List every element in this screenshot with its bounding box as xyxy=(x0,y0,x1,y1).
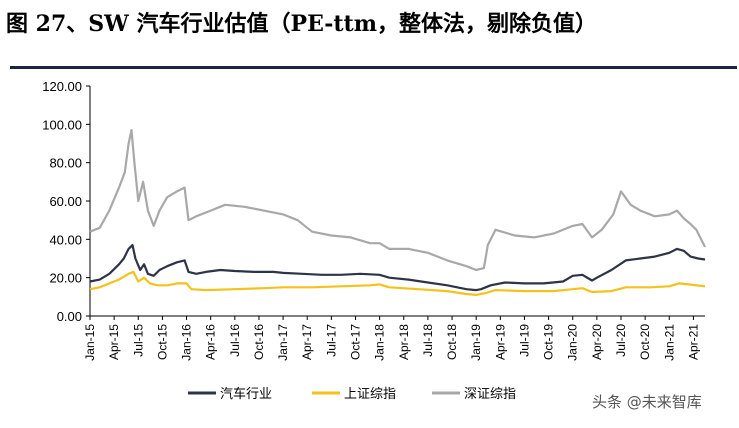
x-tick-label: Apr-15 xyxy=(107,324,121,360)
x-tick-label: Apr-16 xyxy=(204,324,218,360)
y-tick-label: 80.00 xyxy=(49,156,82,171)
y-axis: 0.00 20.00 40.00 60.00 80.00 100.00 120.00 xyxy=(42,79,91,324)
x-tick-label: Apr-18 xyxy=(397,324,411,360)
x-tick-label: Jan-17 xyxy=(276,324,290,361)
legend-label: 上证综指 xyxy=(344,387,396,402)
x-tick-label: Oct-15 xyxy=(155,324,169,360)
y-tick-label: 20.00 xyxy=(49,271,82,286)
legend: 汽车行业 上证综指 深证综指 xyxy=(188,386,516,402)
x-tick-label: Jan-19 xyxy=(469,324,483,361)
x-tick-label: Apr-17 xyxy=(300,324,314,360)
x-tick-label: Jan-21 xyxy=(662,324,676,361)
x-tick-label: Jan-20 xyxy=(566,324,580,361)
y-tick-label: 60.00 xyxy=(49,194,82,209)
x-tick-label: Jul-19 xyxy=(517,324,531,357)
figure-title: 图 27、SW 汽车行业估值（PE-ttm，整体法，剔除负值） xyxy=(6,11,597,37)
y-tick-label: 40.00 xyxy=(49,232,82,247)
x-tick-label: Apr-19 xyxy=(493,324,507,360)
x-tick-label: Jan-16 xyxy=(180,324,194,361)
x-tick-label: Jul-20 xyxy=(614,324,628,357)
x-tick-label: Oct-16 xyxy=(252,324,266,360)
series-line xyxy=(89,270,706,296)
y-tick-label: 120.00 xyxy=(42,79,82,94)
x-tick-label: Jul-17 xyxy=(324,324,338,357)
x-tick-label: Oct-20 xyxy=(638,324,652,360)
y-tick-label: 100.00 xyxy=(42,117,82,132)
x-axis: Jan-15 Apr-15 Jul-15 Oct-15 Jan-16 Apr-16 Jul-… xyxy=(83,315,705,361)
x-tick-label: Jul-15 xyxy=(131,324,145,357)
title-rule xyxy=(10,66,737,69)
series-line xyxy=(89,129,706,272)
x-tick-label: Oct-17 xyxy=(349,324,363,360)
x-tick-label: Jan-18 xyxy=(373,324,387,361)
series-line xyxy=(89,244,706,292)
x-tick-label: Apr-21 xyxy=(686,324,700,360)
legend-label: 深证综指 xyxy=(464,387,516,402)
x-tick-label: Jan-15 xyxy=(83,324,97,361)
x-tick-label: Jul-18 xyxy=(421,324,435,357)
watermark: 头条 @未来智库 xyxy=(592,393,702,411)
x-tick-label: Apr-20 xyxy=(590,324,604,360)
x-tick-label: Oct-19 xyxy=(542,324,556,360)
x-tick-label: Oct-18 xyxy=(445,324,459,360)
series-layer xyxy=(89,129,706,296)
y-tick-label: 0.00 xyxy=(57,309,82,324)
x-tick-label: Jul-16 xyxy=(228,324,242,357)
legend-label: 汽车行业 xyxy=(220,386,272,402)
